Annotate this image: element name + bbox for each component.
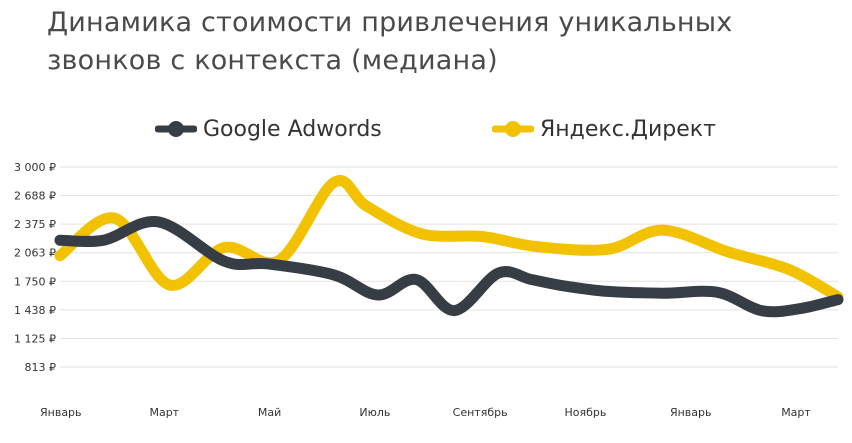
x-tick-label: Март xyxy=(149,406,179,419)
chart-title-line-2: звонков с контекста (медиана) xyxy=(47,45,498,76)
chart-legend: Google Adwords Яндекс.Директ xyxy=(0,112,852,146)
y-tick-label: 2 375 ₽ xyxy=(14,218,56,231)
chart-title: Динамика стоимости привлечения уникальны… xyxy=(47,4,732,80)
y-tick-label: 2 688 ₽ xyxy=(14,190,56,203)
x-tick-label: Март xyxy=(781,406,811,419)
x-tick-label: Январь xyxy=(670,406,712,419)
legend-item-google-adwords[interactable]: Google Adwords xyxy=(155,112,382,146)
y-tick-label: 3 000 ₽ xyxy=(14,161,56,174)
x-tick-label: Май xyxy=(258,406,281,419)
y-axis: 3 000 ₽ 2 688 ₽ 2 375 ₽ 2 063 ₽ 1 750 ₽ 1 438… xyxy=(14,161,56,374)
y-tick-label: 2 063 ₽ xyxy=(14,247,56,260)
y-tick-label: 1 125 ₽ xyxy=(14,332,56,345)
y-tick-label: 1 750 ₽ xyxy=(14,275,56,288)
legend-swatch-yandex-direct xyxy=(492,121,534,137)
series-line-google-adwords xyxy=(54,216,844,318)
x-tick-label: Ноябрь xyxy=(564,406,606,419)
series-line-yandex-direct xyxy=(54,175,844,303)
legend-label-google-adwords: Google Adwords xyxy=(203,116,382,142)
legend-item-yandex-direct[interactable]: Яндекс.Директ xyxy=(492,112,716,146)
x-tick-label: Январь xyxy=(40,406,82,419)
x-axis: Январь Март Май Июль Сентябрь Ноябрь Январь Мар… xyxy=(40,406,811,419)
y-tick-label: 813 ₽ xyxy=(25,361,57,374)
chart-title-line-1: Динамика стоимости привлечения уникальны… xyxy=(47,7,733,38)
chart-series xyxy=(54,175,844,318)
chart-grid xyxy=(60,166,838,368)
legend-swatch-google-adwords xyxy=(155,121,197,137)
x-tick-label: Сентябрь xyxy=(453,406,508,419)
y-tick-label: 1 438 ₽ xyxy=(14,304,56,317)
legend-label-yandex-direct: Яндекс.Директ xyxy=(540,116,716,142)
x-tick-label: Июль xyxy=(359,406,390,419)
